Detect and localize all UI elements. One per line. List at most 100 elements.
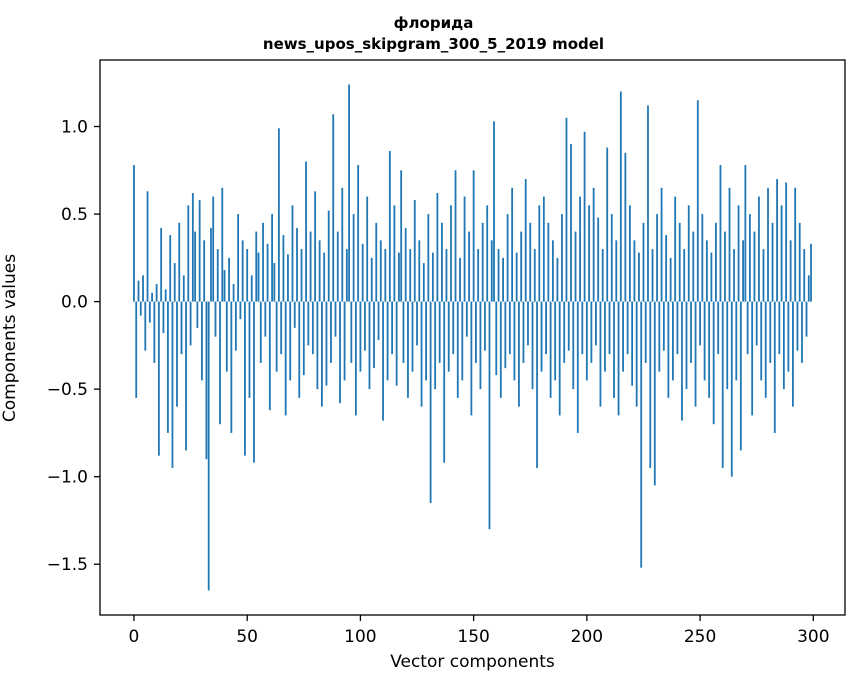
bar	[606, 147, 609, 302]
bar	[409, 249, 412, 302]
bar	[803, 249, 806, 302]
bar	[653, 301, 656, 486]
bar	[284, 301, 287, 416]
bar	[748, 214, 751, 302]
bar	[551, 240, 554, 302]
bar	[318, 240, 321, 302]
bar	[576, 301, 579, 433]
bar	[721, 301, 724, 468]
bar	[291, 205, 294, 302]
x-tick-label: 250	[684, 627, 716, 647]
bar	[225, 301, 228, 372]
bar	[402, 301, 405, 363]
bar	[461, 301, 464, 381]
bar	[703, 301, 706, 381]
chart-title-line-2: news_upos_skipgram_300_5_2019 model	[262, 35, 605, 53]
bar	[644, 301, 647, 363]
bar	[327, 210, 330, 302]
bar	[336, 231, 339, 302]
bar	[502, 257, 504, 302]
bar	[176, 301, 178, 407]
bar	[676, 301, 679, 355]
x-tick-label: 100	[344, 627, 376, 647]
bar	[425, 301, 427, 381]
bar	[549, 301, 552, 398]
bar	[180, 301, 183, 355]
bar	[733, 249, 735, 302]
bar	[339, 301, 341, 404]
bar	[640, 301, 643, 568]
bar	[293, 301, 296, 328]
bar	[382, 301, 384, 421]
bar	[300, 249, 303, 302]
bar	[724, 231, 726, 302]
bar	[146, 191, 149, 302]
bar	[151, 292, 153, 302]
bar	[590, 301, 593, 363]
bar	[755, 301, 758, 346]
bar	[309, 231, 312, 302]
bar	[345, 249, 348, 302]
plot-border	[99, 59, 846, 616]
y-tick-label: 0.0	[61, 293, 88, 313]
bar	[674, 196, 677, 302]
y-tick-label: −1.5	[47, 555, 88, 575]
bar	[798, 222, 801, 302]
bar	[495, 301, 498, 376]
bar	[468, 231, 470, 302]
bar	[230, 301, 233, 433]
bar	[343, 301, 346, 381]
bar	[323, 252, 326, 302]
bar	[160, 228, 163, 302]
bar	[719, 165, 722, 302]
bar	[357, 165, 360, 302]
bar	[633, 240, 636, 302]
bar	[246, 249, 249, 302]
bar	[459, 257, 461, 302]
bar	[638, 252, 640, 302]
bar	[275, 301, 278, 372]
bar	[570, 144, 572, 302]
bar	[139, 301, 142, 316]
bar	[511, 187, 514, 302]
bar	[257, 252, 260, 302]
bar	[592, 187, 595, 302]
bar	[182, 275, 185, 302]
bar	[445, 249, 448, 302]
bar	[262, 222, 264, 302]
bar	[223, 270, 226, 302]
bar	[484, 301, 486, 351]
bar	[375, 222, 378, 302]
bar	[266, 243, 269, 302]
bar	[465, 301, 468, 337]
bar	[776, 179, 778, 302]
bar	[694, 301, 697, 407]
bar	[302, 301, 305, 376]
bar	[178, 222, 181, 302]
bar	[216, 249, 219, 302]
bar	[404, 228, 407, 302]
bar	[289, 301, 292, 381]
x-tick-label: 200	[571, 627, 603, 647]
bar	[807, 275, 810, 302]
bar	[696, 100, 699, 302]
bar	[742, 240, 744, 302]
bar	[135, 301, 138, 398]
bar	[665, 235, 668, 302]
bar	[398, 252, 400, 302]
bar	[595, 301, 597, 346]
bar	[384, 249, 387, 302]
bar	[515, 252, 518, 302]
bar	[321, 301, 323, 407]
bar	[454, 170, 457, 302]
bar	[282, 235, 285, 302]
bar	[617, 301, 620, 416]
bar	[522, 301, 525, 363]
bar	[787, 301, 790, 372]
bar	[767, 187, 769, 302]
bar	[393, 205, 396, 302]
bar	[692, 231, 695, 302]
bar	[531, 301, 534, 390]
bar	[538, 205, 541, 302]
bar	[683, 249, 686, 302]
